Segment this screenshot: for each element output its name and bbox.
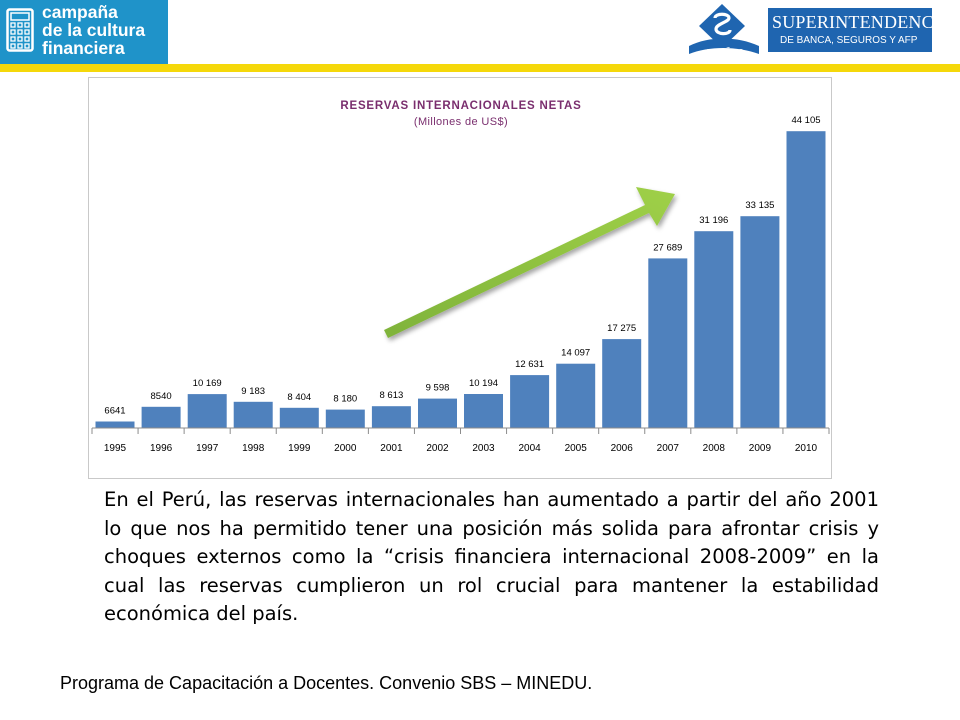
trend-arrow-annotation	[384, 187, 675, 338]
x-tick-label-2003: 2003	[472, 443, 495, 454]
x-tick-label-2002: 2002	[426, 443, 449, 454]
campaign-logo: campaña de la cultura financiera	[0, 0, 170, 64]
bar-1996	[141, 406, 181, 428]
data-label-2006: 17 275	[607, 323, 636, 334]
footer-credit: Programa de Capacitación a Docentes. Con…	[60, 673, 593, 693]
data-label-1996: 8540	[151, 391, 172, 402]
bar-2010	[786, 131, 826, 428]
bar-2003	[464, 394, 503, 428]
x-tick-label-2006: 2006	[611, 443, 634, 454]
data-label-2002: 9 598	[426, 383, 450, 394]
bar-2001	[371, 406, 411, 428]
bar-2000	[325, 409, 365, 428]
explanatory-paragraph: En el Perú, las reservas internacionales…	[104, 488, 879, 625]
bar-2009	[740, 216, 780, 428]
x-tick-label-1997: 1997	[196, 443, 219, 454]
bar-2006	[602, 339, 642, 428]
campaign-line-1: campaña	[42, 2, 118, 22]
x-axis-ticks	[91, 428, 830, 434]
org-subtitle: DE BANCA, SEGUROS Y AFP	[780, 35, 918, 46]
data-labels: 6641 8540 10 169 9 183 8 404 8 180 8 613 9 598 1…	[104, 115, 820, 416]
bar-2008	[694, 231, 734, 428]
x-tick-label-2004: 2004	[518, 443, 541, 454]
logo-badge-text: 80 AÑOS	[705, 47, 742, 59]
bar-2002	[418, 398, 457, 428]
data-label-1997: 10 169	[193, 378, 222, 389]
data-label-2005: 14 097	[561, 348, 590, 359]
data-label-2009: 33 135	[745, 200, 774, 211]
chart-title: RESERVAS INTERNACIONALES NETAS	[340, 100, 581, 112]
x-axis-labels: 1995 1996 1997 1998 1999 2000 2001 2002 2003 2004…	[104, 443, 818, 454]
calculator-icon	[6, 8, 34, 52]
chart-subtitle: (Millones de US$)	[414, 116, 508, 128]
x-tick-label-2000: 2000	[334, 443, 357, 454]
x-tick-label-2007: 2007	[657, 443, 680, 454]
bar-1999	[279, 407, 319, 428]
campaign-line-3: financiera	[42, 38, 125, 58]
x-tick-label-2008: 2008	[703, 443, 726, 454]
data-label-2004: 12 631	[515, 359, 544, 370]
sbs-name-banner: SUPERINTENDENCIA DE BANCA, SEGUROS Y AFP	[768, 8, 953, 52]
campaign-title: campaña de la cultura financiera	[42, 3, 166, 57]
sbs-80-years-logo: 80 AÑOS	[689, 4, 759, 59]
org-name: SUPERINTENDENCIA	[772, 12, 954, 32]
x-tick-label-1996: 1996	[150, 443, 173, 454]
x-tick-label-2005: 2005	[565, 443, 588, 454]
x-tick-label-2009: 2009	[749, 443, 772, 454]
data-label-2007: 27 689	[653, 242, 682, 253]
header-accent-bar	[0, 64, 960, 72]
reserves-chart: RESERVAS INTERNACIONALES NETAS (Millones…	[88, 77, 832, 479]
data-label-1998: 9 183	[241, 386, 265, 397]
x-tick-label-1995: 1995	[104, 443, 127, 454]
bar-2004	[510, 375, 550, 428]
data-label-2000: 8 180	[333, 394, 357, 405]
x-tick-label-2010: 2010	[795, 443, 818, 454]
data-label-1999: 8 404	[287, 392, 311, 403]
x-tick-label-2001: 2001	[380, 443, 403, 454]
data-label-2008: 31 196	[699, 215, 728, 226]
header: campaña de la cultura financiera 80 AÑOS…	[0, 0, 960, 70]
x-tick-label-1999: 1999	[288, 443, 311, 454]
bar-series	[95, 131, 826, 428]
campaign-line-2: de la cultura	[42, 20, 146, 40]
bar-1995	[95, 421, 135, 428]
bar-2007	[648, 258, 688, 428]
x-tick-label-1998: 1998	[242, 443, 265, 454]
data-label-2001: 8 613	[380, 390, 404, 401]
bar-2005	[556, 363, 596, 428]
data-label-2010: 44 105	[791, 115, 820, 126]
bar-1997	[187, 394, 227, 428]
data-label-1995: 6641	[104, 406, 125, 417]
bar-1998	[233, 401, 273, 428]
trend-arrow	[384, 187, 675, 338]
chart-canvas: RESERVAS INTERNACIONALES NETAS (Millones…	[91, 100, 830, 454]
data-label-2003: 10 194	[469, 378, 498, 389]
